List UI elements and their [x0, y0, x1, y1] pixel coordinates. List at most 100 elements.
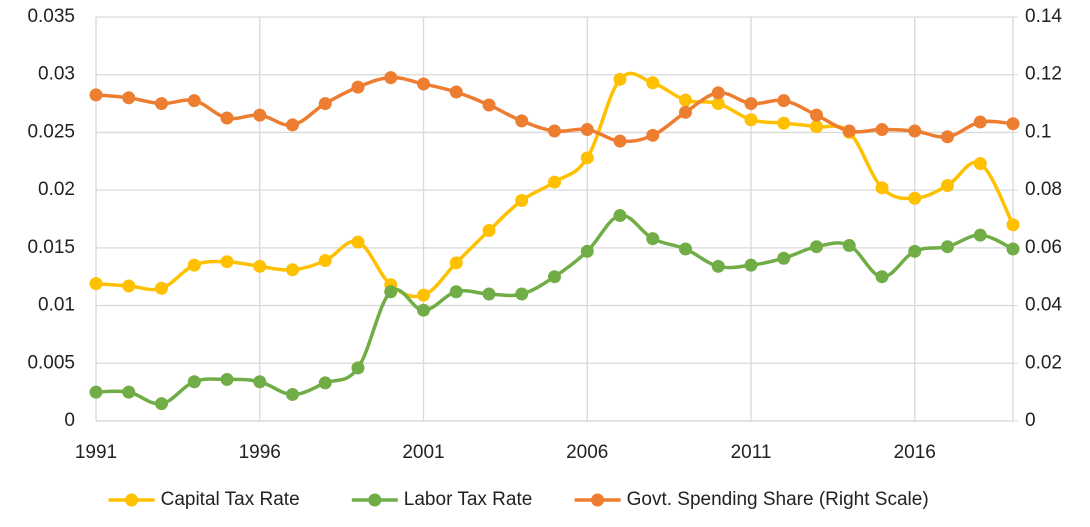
point [842, 124, 856, 138]
point [810, 120, 823, 134]
point [875, 123, 889, 137]
point [286, 263, 299, 277]
point [646, 232, 660, 246]
point [646, 76, 660, 90]
point [384, 71, 398, 85]
series-line [95, 213, 1014, 406]
point [220, 255, 234, 269]
point [515, 114, 529, 128]
legend-label: Labor Tax Rate [404, 489, 533, 510]
point [842, 239, 856, 253]
point [548, 270, 561, 284]
legend-label: Capital Tax Rate [161, 489, 300, 510]
point [679, 93, 692, 107]
y-tick-label: 0.005 [27, 352, 75, 373]
legend-label: Govt. Spending Share (Right Scale) [627, 489, 929, 510]
point [613, 72, 627, 86]
point [875, 270, 889, 284]
point [449, 85, 463, 99]
x-tick-label: 2011 [731, 442, 772, 463]
point [89, 88, 103, 102]
y-tick-label: 0.01 [38, 295, 75, 316]
y2-tick-label: 0.14 [1025, 6, 1062, 27]
point [286, 387, 299, 401]
point [744, 113, 758, 127]
point [220, 111, 234, 125]
point [941, 130, 954, 144]
point [777, 116, 791, 130]
x-tick-label: 2001 [402, 442, 444, 463]
point [1006, 242, 1020, 256]
point [580, 151, 594, 165]
point [744, 258, 758, 272]
y2-tick-label: 0.12 [1025, 64, 1062, 85]
x-tick-label: 2006 [566, 442, 608, 463]
point [580, 244, 594, 258]
point [515, 287, 529, 301]
point [973, 228, 987, 242]
point [482, 287, 496, 301]
point [253, 108, 267, 122]
point [220, 372, 234, 386]
point [777, 251, 791, 265]
y-tick-label: 0.015 [27, 237, 75, 258]
point [89, 385, 103, 399]
point [482, 224, 496, 238]
point [351, 235, 365, 249]
legend-marker [368, 493, 382, 507]
point [711, 259, 725, 273]
point [384, 285, 398, 299]
point [449, 256, 463, 270]
point [122, 385, 136, 399]
y2-tick-label: 0.04 [1025, 295, 1062, 316]
point [875, 181, 889, 195]
point [1006, 218, 1020, 232]
point [417, 77, 430, 91]
point [187, 258, 201, 272]
point [777, 94, 791, 108]
point [973, 115, 987, 129]
point [351, 80, 365, 94]
point [679, 105, 692, 119]
point [318, 97, 332, 111]
point [973, 157, 987, 171]
point [810, 240, 823, 254]
point [515, 194, 529, 208]
point [1006, 117, 1020, 131]
point [711, 86, 725, 100]
y-tick-label: 0 [64, 410, 75, 431]
point [187, 375, 201, 389]
point [155, 281, 168, 295]
point [318, 254, 332, 268]
point [613, 134, 627, 148]
point [122, 279, 136, 293]
y2-tick-label: 0.1 [1025, 121, 1051, 142]
point [482, 98, 496, 112]
y-tick-label: 0.035 [27, 6, 75, 27]
y2-tick-label: 0.06 [1025, 237, 1062, 258]
point [449, 285, 463, 299]
y-tick-label: 0.03 [38, 64, 75, 85]
point [89, 277, 103, 291]
y2-tick-label: 0.02 [1025, 352, 1062, 373]
y-tick-label: 0.025 [27, 121, 75, 142]
point [253, 259, 267, 273]
point [908, 244, 922, 258]
point [744, 97, 758, 111]
x-tick-label: 1991 [75, 442, 117, 463]
point [613, 209, 627, 223]
point [711, 97, 725, 111]
point [155, 97, 168, 111]
point [548, 175, 561, 189]
point [810, 108, 823, 122]
point [908, 191, 922, 205]
legend-marker [591, 493, 605, 507]
point [679, 242, 692, 256]
y2-tick-label: 0.08 [1025, 179, 1062, 200]
point [351, 361, 365, 375]
point [122, 91, 136, 105]
point [155, 397, 168, 411]
point [417, 303, 430, 317]
x-tick-label: 2016 [894, 442, 936, 463]
point [580, 123, 594, 137]
